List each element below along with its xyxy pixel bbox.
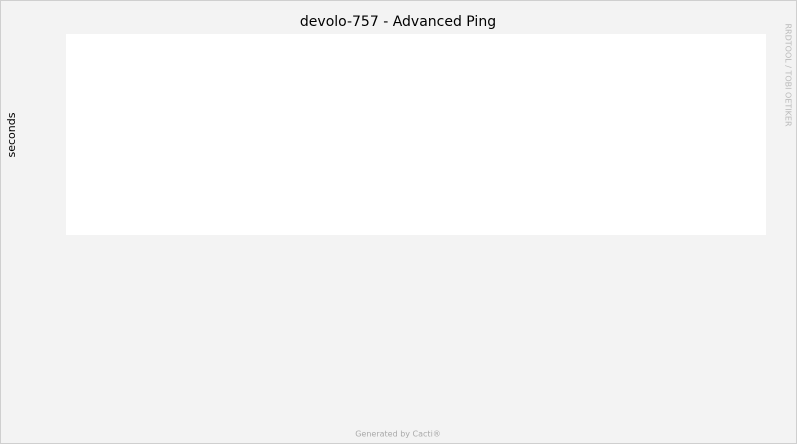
chart-title: devolo-757 - Advanced Ping	[300, 14, 496, 30]
plot-area	[66, 34, 766, 235]
watermark: RRDTOOL / TOBI OETIKER	[784, 23, 793, 126]
footer: Generated by Cacti®	[355, 430, 441, 439]
y-axis-label: seconds	[5, 112, 18, 157]
